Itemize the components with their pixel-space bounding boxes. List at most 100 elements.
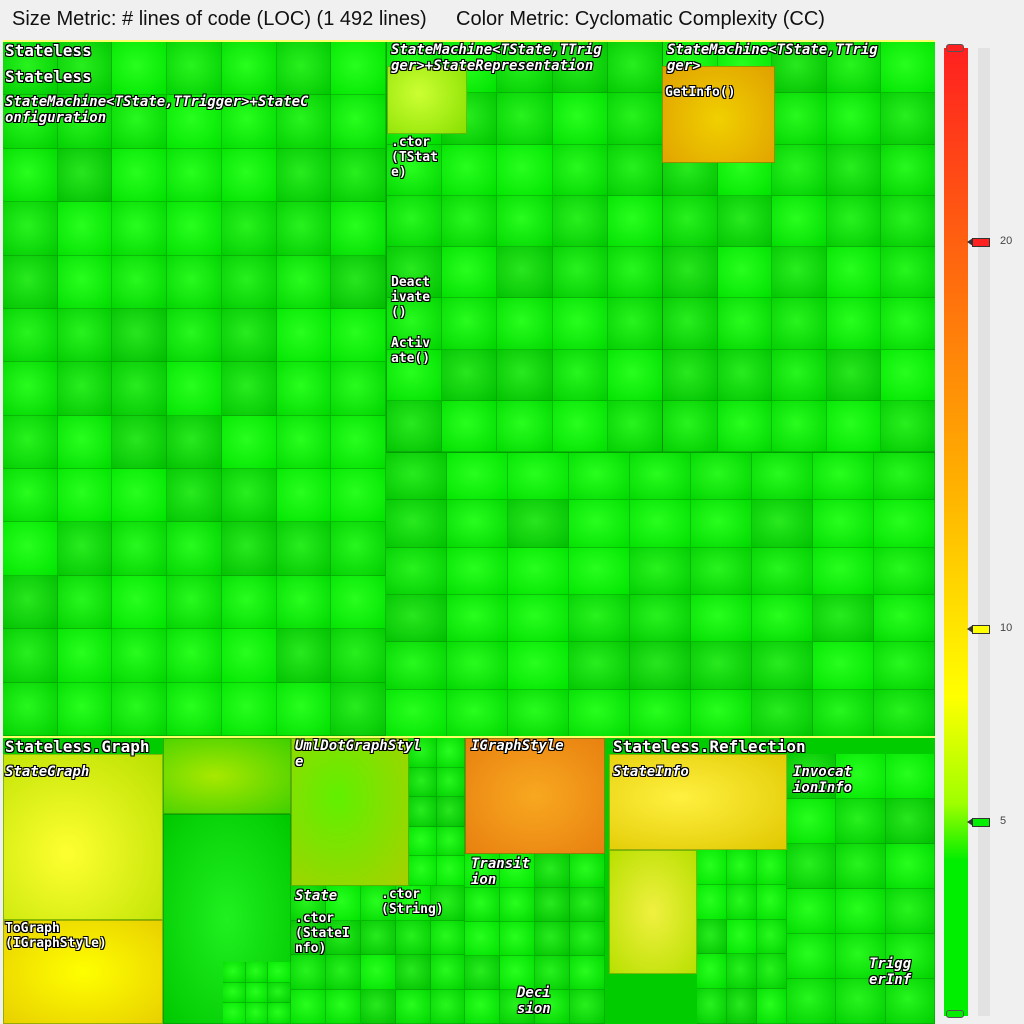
- treemap-cell[interactable]: [497, 93, 553, 145]
- treemap-cell[interactable]: [331, 415, 386, 470]
- treemap-cell[interactable]: [752, 642, 813, 690]
- treemap-cell[interactable]: [245, 962, 269, 983]
- treemap-cell[interactable]: [442, 144, 498, 196]
- treemap-cell[interactable]: [607, 144, 663, 196]
- treemap-cell[interactable]: [112, 42, 168, 96]
- treemap-cell[interactable]: [787, 979, 837, 1024]
- treemap-cell[interactable]: [535, 888, 570, 922]
- treemap-cell[interactable]: [167, 42, 222, 96]
- treemap-cell[interactable]: [223, 962, 246, 983]
- treemap-cell[interactable]: [826, 42, 882, 94]
- threshold-marker-low[interactable]: [967, 818, 990, 828]
- treemap-cell[interactable]: [331, 148, 386, 203]
- treemap-cell[interactable]: [291, 886, 326, 921]
- treemap-class-misc[interactable]: [386, 452, 935, 737]
- treemap-cell[interactable]: [465, 990, 500, 1024]
- treemap-cell[interactable]: [221, 255, 277, 309]
- treemap-cell[interactable]: [508, 453, 569, 501]
- treemap-cell[interactable]: [552, 144, 608, 196]
- treemap-cell[interactable]: [167, 575, 222, 630]
- treemap-cell[interactable]: [826, 93, 882, 145]
- treemap-cell[interactable]: [276, 629, 332, 683]
- treemap-cell[interactable]: [772, 247, 827, 299]
- treemap-cell[interactable]: [325, 989, 361, 1024]
- treemap-cell[interactable]: [167, 522, 222, 576]
- treemap-cell[interactable]: [167, 629, 222, 683]
- treemap-cell[interactable]: [570, 922, 605, 956]
- treemap-cell[interactable]: [757, 850, 787, 885]
- treemap-cell[interactable]: [465, 854, 500, 888]
- treemap-cell[interactable]: [221, 42, 277, 96]
- treemap-cell[interactable]: [276, 575, 332, 630]
- treemap-cell[interactable]: [465, 956, 500, 990]
- treemap-cell[interactable]: [752, 689, 813, 737]
- treemap-cell[interactable]: [535, 956, 570, 990]
- treemap-cell[interactable]: [497, 144, 553, 196]
- treemap-cell[interactable]: [112, 202, 168, 256]
- treemap-cell[interactable]: [630, 642, 691, 690]
- treemap-cell[interactable]: [508, 642, 569, 690]
- treemap-cell[interactable]: [500, 922, 535, 956]
- treemap-cell[interactable]: [836, 979, 886, 1024]
- treemap-cell[interactable]: [630, 547, 691, 595]
- treemap-cell[interactable]: [331, 362, 386, 416]
- treemap-cell[interactable]: [607, 195, 663, 247]
- treemap-cell[interactable]: [57, 95, 113, 149]
- treemap-cell[interactable]: [772, 93, 827, 145]
- treemap-cell[interactable]: [607, 247, 663, 299]
- treemap-cell[interactable]: [57, 575, 113, 630]
- treemap-cell[interactable]: [757, 884, 787, 920]
- treemap-cell[interactable]: [663, 298, 718, 350]
- treemap-cell[interactable]: [331, 308, 386, 363]
- treemap-cell[interactable]: [813, 689, 874, 737]
- treemap-cell[interactable]: [57, 42, 113, 96]
- treemap-cell[interactable]: [167, 255, 222, 309]
- treemap-cell[interactable]: [57, 308, 113, 363]
- treemap-cell[interactable]: [881, 195, 935, 247]
- treemap-cell[interactable]: [331, 522, 386, 576]
- treemap-cell[interactable]: [826, 349, 882, 401]
- treemap-cell[interactable]: [813, 500, 874, 548]
- treemap-cell[interactable]: [607, 93, 663, 145]
- threshold-marker-mid[interactable]: [967, 624, 990, 634]
- treemap-cell[interactable]: [717, 400, 773, 452]
- treemap-cell[interactable]: [437, 856, 465, 886]
- treemap-cell[interactable]: [442, 400, 498, 452]
- treemap-cell[interactable]: [836, 889, 886, 934]
- treemap-cell[interactable]: [552, 298, 608, 350]
- treemap-cell[interactable]: [221, 308, 277, 363]
- treemap-cell[interactable]: [757, 954, 787, 990]
- treemap-cell[interactable]: [112, 682, 168, 736]
- treemap-cell[interactable]: [885, 844, 935, 889]
- treemap-cell[interactable]: [552, 247, 608, 299]
- treemap-cell[interactable]: [497, 298, 553, 350]
- treemap-cell[interactable]: [245, 982, 269, 1004]
- treemap-cell[interactable]: [276, 255, 332, 309]
- treemap-cell[interactable]: [167, 682, 222, 736]
- treemap-cell[interactable]: [291, 920, 326, 955]
- treemap-cell[interactable]: [552, 42, 608, 94]
- treemap-cell[interactable]: [691, 500, 752, 548]
- treemap-cell[interactable]: [331, 575, 386, 630]
- treemap-cell[interactable]: [3, 255, 58, 309]
- treemap-cell[interactable]: [508, 595, 569, 643]
- treemap-graph-bl-cells[interactable]: [223, 962, 291, 1024]
- treemap-cell[interactable]: [727, 850, 757, 885]
- treemap-cell[interactable]: [386, 453, 447, 501]
- treemap-cell[interactable]: [535, 854, 570, 888]
- treemap-cell[interactable]: [447, 595, 508, 643]
- treemap-cell[interactable]: [552, 195, 608, 247]
- treemap-cell[interactable]: [697, 989, 727, 1024]
- treemap-cell[interactable]: [395, 920, 431, 955]
- treemap-cell-stateinfo-b[interactable]: [609, 850, 697, 974]
- treemap-cell[interactable]: [442, 247, 498, 299]
- treemap-cell[interactable]: [409, 856, 437, 886]
- treemap-cell[interactable]: [437, 738, 465, 768]
- treemap-cell[interactable]: [276, 202, 332, 256]
- treemap-cell[interactable]: [430, 886, 466, 921]
- treemap-cell[interactable]: [552, 349, 608, 401]
- treemap-cell[interactable]: [691, 689, 752, 737]
- treemap-cell[interactable]: [395, 886, 431, 921]
- treemap-cell[interactable]: [607, 42, 663, 94]
- treemap-cell[interactable]: [569, 689, 630, 737]
